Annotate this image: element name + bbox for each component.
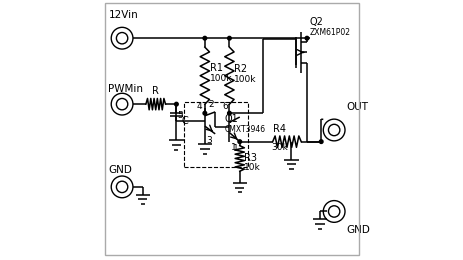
Text: C: C [181,116,188,126]
Text: Q2: Q2 [309,17,323,27]
Text: 1: 1 [230,143,236,152]
Circle shape [227,36,231,40]
Circle shape [227,111,231,115]
Text: 5: 5 [177,111,183,120]
Bar [184,102,247,167]
Text: 1: 1 [232,144,238,153]
Text: 6: 6 [222,102,228,111]
Text: R3: R3 [244,153,257,164]
Circle shape [238,140,241,144]
Text: 12Vin: 12Vin [108,10,138,20]
Circle shape [174,102,178,106]
Text: ZXM61P02: ZXM61P02 [309,28,350,37]
Text: 10k: 10k [244,163,261,172]
Circle shape [203,111,206,115]
Text: CMXT3946: CMXT3946 [224,125,265,134]
Text: GND: GND [108,165,132,175]
Text: 100k: 100k [233,75,256,84]
Text: R2: R2 [233,64,247,74]
Text: 2: 2 [208,100,213,109]
Text: 4: 4 [196,102,201,110]
Text: R1: R1 [209,63,222,73]
Circle shape [305,36,308,40]
Text: PWMin: PWMin [108,84,143,94]
Text: 30k: 30k [271,143,288,152]
Text: 3: 3 [206,136,212,145]
Text: 100k: 100k [209,74,232,83]
Circle shape [319,140,322,144]
Text: R: R [152,86,159,96]
Circle shape [203,36,206,40]
Text: GND: GND [346,225,370,235]
Text: OUT: OUT [346,102,368,112]
Text: Q1: Q1 [224,114,238,124]
Text: R4: R4 [273,124,286,134]
